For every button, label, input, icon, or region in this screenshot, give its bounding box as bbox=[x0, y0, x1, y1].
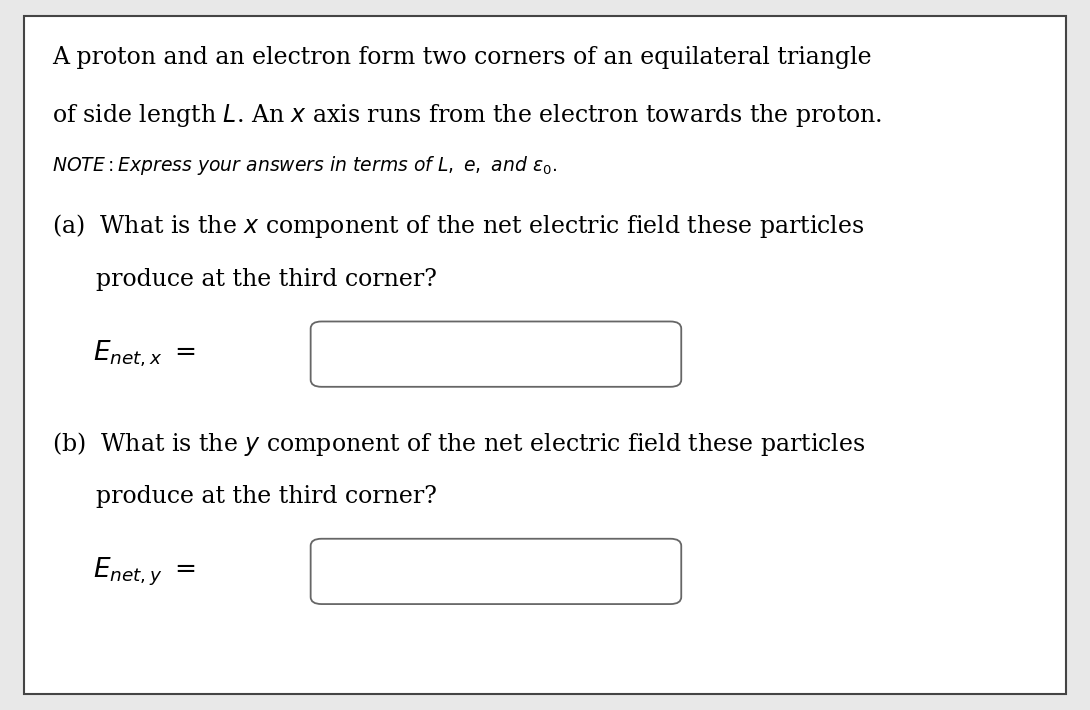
Text: $\mathit{NOTE: Express\ your\ answers\ in\ terms\ of}$$\mathit{\ L,\ e,\ and\ \e: $\mathit{NOTE: Express\ your\ answers\ i… bbox=[52, 154, 557, 177]
Text: A proton and an electron form two corners of an equilateral triangle: A proton and an electron form two corner… bbox=[52, 46, 872, 69]
Text: $E_{net,y}$ $=$: $E_{net,y}$ $=$ bbox=[93, 555, 195, 588]
Text: of side length $L$. An $x$ axis runs from the electron towards the proton.: of side length $L$. An $x$ axis runs fro… bbox=[52, 102, 883, 129]
FancyBboxPatch shape bbox=[311, 539, 681, 604]
Text: produce at the third corner?: produce at the third corner? bbox=[96, 268, 437, 290]
Text: $E_{net,x}$ $=$: $E_{net,x}$ $=$ bbox=[93, 339, 195, 369]
FancyBboxPatch shape bbox=[24, 16, 1066, 694]
Text: (b)  What is the $y$ component of the net electric field these particles: (b) What is the $y$ component of the net… bbox=[52, 430, 865, 457]
Text: (a)  What is the $x$ component of the net electric field these particles: (a) What is the $x$ component of the net… bbox=[52, 212, 864, 240]
Text: produce at the third corner?: produce at the third corner? bbox=[96, 485, 437, 508]
FancyBboxPatch shape bbox=[311, 322, 681, 387]
